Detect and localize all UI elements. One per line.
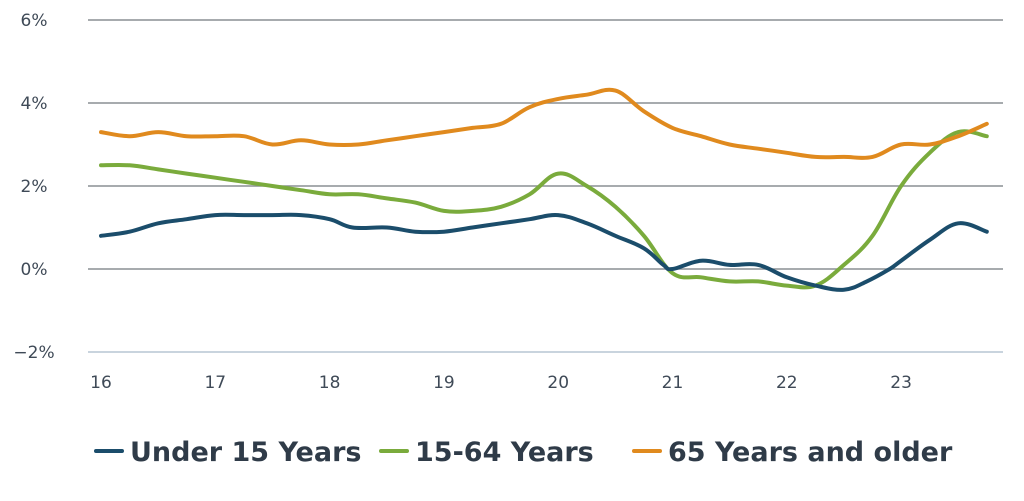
x-tick-label-7: 23 <box>890 373 912 393</box>
series-line-1 <box>99 129 989 290</box>
x-tick-label-4: 20 <box>547 373 569 393</box>
y-tick-label-2: 2% <box>21 177 48 197</box>
gridlines <box>88 19 1003 353</box>
legend-label-1: 15-64 Years <box>415 437 594 468</box>
x-axis-ticks: 16 17 18 19 20 21 22 23 <box>90 373 912 393</box>
series-line-2 <box>99 87 989 160</box>
x-tick-label-5: 21 <box>662 373 684 393</box>
series-lines <box>99 87 989 292</box>
x-tick-label-3: 19 <box>433 373 455 393</box>
y-tick-label-3: 4% <box>21 94 48 114</box>
y-tick-label-1: 0% <box>21 260 48 280</box>
y-axis-ticks: −2% 0% 2% 4% 6% <box>13 11 54 363</box>
legend-label-0: Under 15 Years <box>130 437 361 468</box>
y-tick-label-4: 6% <box>21 11 48 31</box>
legend: Under 15 Years 15-64 Years 65 Years and ol… <box>94 437 953 468</box>
y-tick-label-0: −2% <box>13 343 54 363</box>
x-tick-label-1: 17 <box>204 373 226 393</box>
x-tick-label-2: 18 <box>319 373 341 393</box>
legend-label-2: 65 Years and older <box>668 437 953 468</box>
x-tick-label-6: 22 <box>776 373 798 393</box>
x-tick-label-0: 16 <box>90 373 112 393</box>
series-line-0 <box>99 212 989 292</box>
